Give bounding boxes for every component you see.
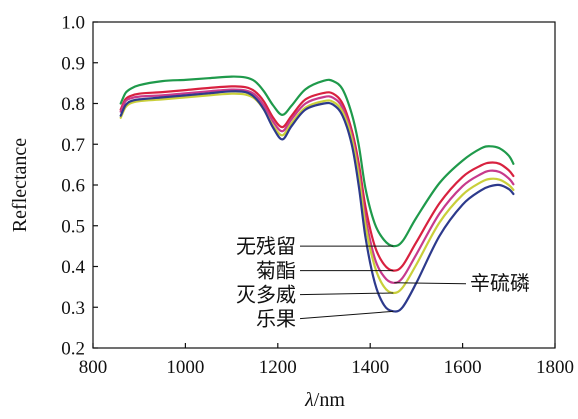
y-tick-label: 0.7: [61, 135, 85, 156]
series-label: 无残留: [236, 235, 296, 258]
y-tick-label: 0.5: [61, 216, 85, 237]
y-axis: 0.2 0.3 0.4 0.5 0.6 0.7 0.8 0.9 1.0: [61, 13, 98, 360]
series-label: 灭多威: [236, 284, 296, 307]
series-lines: [119, 75, 515, 313]
series-label: 辛硫磷: [470, 272, 530, 295]
y-tick-label: 0.3: [61, 298, 85, 319]
leader-line: [299, 292, 394, 296]
x-tick-label: 1400: [351, 357, 389, 378]
line-methomyl: [119, 92, 515, 295]
x-tick-label: 800: [79, 357, 108, 378]
y-tick-label: 0.8: [61, 94, 85, 115]
x-axis: 800 1000 1200 1400 1600 1800: [79, 343, 574, 378]
y-axis-title: Reflectance: [9, 138, 31, 232]
series-label: 乐果: [256, 308, 296, 331]
leader-line: [394, 282, 467, 285]
line-no-residue: [119, 75, 515, 248]
y-tick-label: 0.2: [61, 339, 85, 360]
series-label: 菊酯: [256, 260, 296, 283]
line-pyrethroid: [119, 85, 515, 272]
x-tick-label: 1200: [259, 357, 297, 378]
y-tick-label: 0.9: [61, 53, 85, 74]
x-tick-label: 1800: [536, 357, 574, 378]
x-tick-label: 1000: [166, 357, 204, 378]
line-dimethoate: [119, 90, 515, 313]
x-axis-title: λ/nm: [304, 389, 345, 411]
y-tick-label: 0.6: [61, 176, 85, 197]
leader-line: [299, 310, 394, 320]
y-tick-label: 1.0: [61, 13, 85, 34]
y-tick-label: 0.4: [61, 257, 85, 278]
line-phoxim: [119, 88, 515, 284]
x-tick-label: 1600: [444, 357, 482, 378]
plot-frame: [92, 21, 556, 349]
